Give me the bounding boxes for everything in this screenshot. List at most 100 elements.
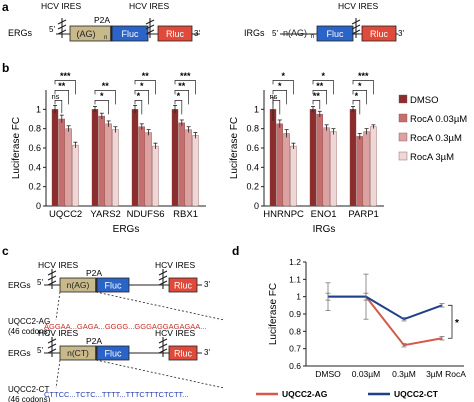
c-ct-rluc-label: Rluc bbox=[174, 349, 193, 359]
b0-bar-2-0 bbox=[131, 109, 139, 207]
b1-ytick-label-3: 0.6 bbox=[246, 143, 259, 153]
b1-sig-label-1-0: ** bbox=[313, 91, 321, 101]
legend-b-label-3: RocA 3µM bbox=[410, 152, 454, 163]
legend-b-swatch-0 bbox=[398, 94, 408, 104]
b1-xtick-label-2: PARP1 bbox=[348, 209, 378, 220]
c-ct-seq-name: UQCC2-CT bbox=[8, 385, 49, 394]
b0-bar-3-2 bbox=[185, 129, 192, 207]
c-ag-zoom-right bbox=[95, 291, 225, 321]
a-irgs-seq: n(AG) bbox=[283, 28, 307, 38]
d-sig-label: * bbox=[455, 318, 459, 329]
b1-sig-label-1-2: * bbox=[321, 71, 325, 81]
c-ct-zoom-right bbox=[95, 359, 225, 389]
b1-sig-bracket-2-2 bbox=[352, 80, 374, 95]
b1-ytick-label-4: 0.8 bbox=[246, 124, 259, 134]
b1-sig-label-0-1: * bbox=[278, 81, 282, 91]
a-ergs-fluc-label: Fluc bbox=[121, 29, 139, 39]
legend-b-label-0: DMSO bbox=[410, 95, 439, 106]
b0-bar-2-3 bbox=[152, 145, 159, 207]
c-ag-fluc-box bbox=[96, 277, 130, 293]
a-irgs-5prime: 5' bbox=[272, 29, 278, 38]
b0-bar-3-3 bbox=[192, 135, 199, 207]
b0-sig-bracket-2-2 bbox=[134, 80, 156, 95]
b1-ylabel: Luciferase FC bbox=[229, 117, 240, 179]
legend-b-label-1: RocA 0.03µM bbox=[410, 114, 467, 125]
b1-xtick-label-0: HNRNPC bbox=[263, 209, 304, 220]
b0-bar-1-3 bbox=[112, 129, 119, 207]
a-ergs-ires2-icon bbox=[145, 18, 155, 38]
a-ergs-ires1-label: HCV IRES bbox=[41, 1, 81, 11]
b0-xtick-label-2: NDUFS6 bbox=[127, 209, 165, 220]
b0-sig-bracket-0-1 bbox=[54, 90, 69, 105]
panel-letter-b: b bbox=[2, 61, 9, 75]
legend-b-swatch-1 bbox=[398, 113, 408, 123]
b0-xtick-label-1: YARS2 bbox=[90, 209, 120, 220]
c-ct-5prime: 5' bbox=[37, 346, 43, 355]
b0-sig-bracket-1-0 bbox=[94, 100, 109, 115]
b0-ytick-label-1: 0.2 bbox=[28, 182, 41, 192]
a-ergs-ag-sub: n bbox=[104, 35, 107, 41]
d-sig-bracket bbox=[448, 304, 453, 339]
b0-ytick-label-4: 0.8 bbox=[28, 124, 41, 134]
b0-sig-label-3-0: * bbox=[177, 91, 181, 101]
c-ct-ires1-label: HCV IRES bbox=[38, 328, 78, 338]
b0-ytick-label-0: 0 bbox=[36, 201, 41, 211]
b0-ytick-label-3: 0.6 bbox=[28, 143, 41, 153]
b1-sig-bracket-1-2 bbox=[312, 80, 334, 95]
b0-xtick-label-0: UQCC2 bbox=[49, 209, 82, 220]
b0-sig-bracket-3-2 bbox=[174, 80, 196, 95]
a-irgs-ires-icon bbox=[351, 18, 361, 38]
b1-sig-label-1-1: ** bbox=[316, 81, 324, 91]
b0-xlabel: ERGs bbox=[113, 224, 140, 235]
d-ytick-label-4: 1 bbox=[296, 292, 301, 302]
b0-sig-bracket-0-0 bbox=[54, 100, 63, 114]
b0-sig-label-0-1: ** bbox=[58, 81, 66, 91]
b0-bar-0-3 bbox=[72, 144, 79, 207]
b0-ylabel: Luciferase FC bbox=[11, 117, 22, 179]
b1-sig-bracket-1-0 bbox=[312, 100, 321, 110]
b1-sig-bracket-0-2 bbox=[272, 80, 294, 95]
b0-ytick-label-2: 0.4 bbox=[28, 162, 41, 172]
b0-bar-2-1 bbox=[138, 126, 146, 207]
b1-ytick-label-5: 1 bbox=[254, 104, 259, 114]
a-irgs-3prime: 3' bbox=[398, 29, 404, 38]
legend-b-label-2: RocA 0.3µM bbox=[410, 133, 462, 144]
b0-sig-label-2-1: * bbox=[140, 81, 144, 91]
d-ytick-label-3: 0.9 bbox=[289, 309, 301, 319]
d-ytick-label-5: 1.1 bbox=[289, 274, 301, 284]
a-ergs-5prime: 5' bbox=[49, 25, 55, 34]
c-ag-ires1-icon bbox=[47, 269, 57, 289]
a-ergs-label: ERGs bbox=[8, 28, 33, 38]
b1-sig-label-0-2: * bbox=[281, 71, 285, 81]
b1-sig-bracket-2-0 bbox=[352, 100, 361, 115]
b1-sig-label-0-0: ns bbox=[269, 92, 277, 101]
a-irgs-rluc-label: Rluc bbox=[370, 29, 389, 39]
c-ag-rluc-box bbox=[168, 277, 198, 293]
c-ag-ires2-label: HCV IRES bbox=[155, 260, 195, 270]
b0-sig-label-2-0: * bbox=[137, 91, 141, 101]
b1-sig-bracket-0-1 bbox=[272, 90, 287, 105]
b1-ytick-label-1: 0.2 bbox=[246, 182, 259, 192]
b0-sig-label-0-0: ns bbox=[51, 92, 59, 101]
c-ag-fluc-label: Fluc bbox=[104, 281, 122, 291]
a-ergs-ag-text: (AG) bbox=[77, 29, 96, 39]
a-irgs-ires-label: HCV IRES bbox=[338, 1, 378, 11]
b0-sig-label-0-2: *** bbox=[60, 71, 71, 81]
b1-bar-0-1 bbox=[276, 123, 283, 207]
b0-bar-2-2 bbox=[145, 132, 152, 207]
c-ag-rep-text: n(AG) bbox=[67, 280, 90, 290]
b1-xtick-label-1: ENO1 bbox=[311, 209, 337, 220]
b0-sig-label-1-0: * bbox=[100, 91, 104, 101]
c-ct-seq-text: CTTCC...TCTC...TTTT...TTTCTTTCTCTT... bbox=[44, 390, 189, 399]
b0-sig-bracket-2-0 bbox=[134, 100, 143, 115]
b1-bar-1-1 bbox=[316, 113, 323, 207]
b1-bar-2-2 bbox=[363, 131, 370, 207]
b1-sig-bracket-0-0 bbox=[272, 100, 281, 115]
c-ct-p2a-label: P2A bbox=[86, 336, 102, 346]
a-ergs-p2a-label: P2A bbox=[94, 15, 110, 25]
c-ct-fluc-label: Fluc bbox=[104, 349, 122, 359]
c-ag-zoom-left bbox=[55, 291, 61, 321]
b0-bar-0-2 bbox=[65, 128, 72, 207]
b1-bar-1-2 bbox=[323, 127, 330, 207]
